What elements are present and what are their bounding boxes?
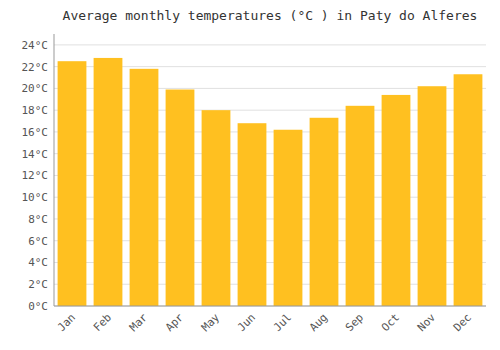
- bar: [274, 130, 303, 306]
- x-tick-label: Dec: [451, 311, 474, 334]
- y-tick-label: 4°C: [28, 256, 48, 269]
- y-axis-line: [54, 34, 55, 306]
- bar: [310, 118, 339, 306]
- y-tick-label: 8°C: [28, 213, 48, 226]
- bar: [166, 89, 195, 306]
- x-tick-label: Sep: [343, 311, 366, 334]
- grid: [54, 45, 486, 306]
- x-tick-label: Jan: [55, 311, 78, 334]
- y-tick-label: 18°C: [22, 104, 49, 117]
- x-tick-label: May: [199, 311, 223, 335]
- x-tick-label: Oct: [379, 311, 402, 334]
- y-tick-label: 10°C: [22, 191, 49, 204]
- bar: [238, 123, 267, 306]
- y-tick-label: 24°C: [22, 39, 49, 52]
- x-axis: Jan Feb Mar Apr May Jun Jul Aug Sep Oct Nov Dec: [55, 311, 474, 335]
- bar: [130, 69, 159, 306]
- x-tick-label: Apr: [163, 311, 187, 335]
- x-tick-label: Aug: [307, 311, 330, 334]
- bar: [58, 61, 87, 306]
- x-tick-label: Mar: [127, 311, 151, 335]
- y-tick-label: 20°C: [22, 82, 49, 95]
- y-tick-label: 0°C: [28, 300, 48, 313]
- chart: Average monthly temperatures (°C ) in Pa…: [0, 0, 500, 350]
- y-tick-label: 12°C: [22, 169, 49, 182]
- bars: [58, 58, 483, 306]
- bar: [94, 58, 123, 306]
- y-tick-label: 22°C: [22, 61, 49, 74]
- y-tick-label: 14°C: [22, 148, 49, 161]
- bar: [418, 86, 447, 306]
- bar: [346, 106, 375, 306]
- x-tick-label: Jul: [271, 311, 294, 334]
- bar: [202, 110, 231, 306]
- grid-line: [54, 306, 486, 307]
- x-tick-label: Feb: [91, 311, 114, 334]
- x-tick-label: Nov: [415, 311, 439, 335]
- x-axis-line: [54, 306, 486, 307]
- bar: [454, 74, 483, 306]
- grid-line: [54, 44, 486, 45]
- y-tick-label: 2°C: [28, 278, 48, 291]
- x-tick-label: Jun: [235, 311, 258, 334]
- y-axis: 0°C 2°C 4°C 6°C 8°C 10°C 12°C 14°C 16°C 18°C 20°C 2…: [22, 39, 49, 313]
- bar: [382, 95, 411, 306]
- y-tick-label: 6°C: [28, 235, 48, 248]
- title: Average monthly temperatures (°C ) in Pa…: [63, 8, 478, 23]
- y-tick-label: 16°C: [22, 126, 49, 139]
